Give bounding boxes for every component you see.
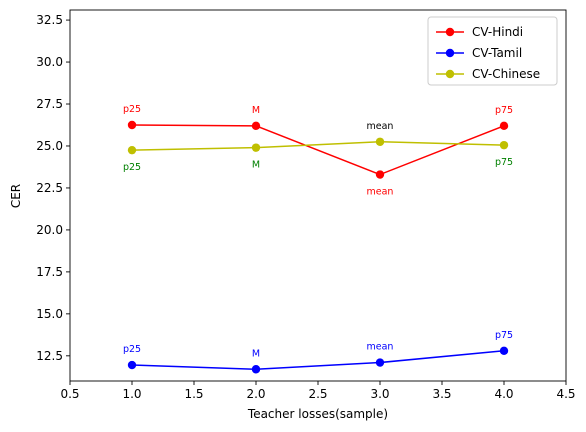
data-point-cv-chinese xyxy=(127,145,137,155)
y-tick-label: 17.5 xyxy=(36,265,63,279)
series-line-cv-hindi xyxy=(131,124,505,176)
data-point-cv-hindi xyxy=(375,170,385,179)
series-line-cv-tamil xyxy=(131,350,505,370)
legend: CV-Hindi CV-Tamil CV-Chinese xyxy=(427,16,558,86)
x-tick-label: 3.0 xyxy=(370,387,389,401)
y-tick-label: 15.0 xyxy=(36,307,63,321)
data-point-cv-chinese xyxy=(251,143,261,152)
data-label: p25 xyxy=(123,104,141,115)
legend-swatch-marker xyxy=(445,69,455,79)
y-tick-label: 32.5 xyxy=(36,13,63,27)
data-label: M xyxy=(252,105,260,116)
y-tick-label: 27.5 xyxy=(36,97,63,111)
data-label: p75 xyxy=(495,105,513,116)
data-point-cv-chinese xyxy=(499,140,509,150)
data-label: M xyxy=(252,159,260,170)
x-tick-label: 4.0 xyxy=(494,387,513,401)
data-point-cv-tamil xyxy=(499,346,509,355)
y-tick-label: 12.5 xyxy=(36,349,63,363)
series-line-cv-chinese xyxy=(131,141,505,151)
data-label: p75 xyxy=(495,157,513,168)
data-label: mean xyxy=(367,186,394,197)
x-tick-label: 1.5 xyxy=(184,387,203,401)
data-point-cv-hindi xyxy=(127,120,137,130)
data-label: M xyxy=(252,348,260,359)
x-tick-label: 3.5 xyxy=(432,387,451,401)
y-tick-label: 22.5 xyxy=(36,181,63,195)
data-point-cv-hindi xyxy=(499,121,509,131)
legend-box xyxy=(427,16,558,86)
y-axis-label: CER xyxy=(9,184,23,208)
legend-entry-label: CV-Hindi xyxy=(472,25,523,39)
y-tick-label: 25.0 xyxy=(36,139,63,153)
data-point-cv-tamil xyxy=(375,358,385,367)
legend-entry-label: CV-Chinese xyxy=(472,67,540,81)
x-axis: 0.5 1.0 1.5 2.0 2.5 3.0 3.5 4.0 4.5 xyxy=(60,381,576,401)
legend-swatch-marker xyxy=(445,27,455,37)
data-label: mean xyxy=(367,121,394,132)
x-tick-label: 2.5 xyxy=(308,387,327,401)
x-tick-label: 0.5 xyxy=(60,387,79,401)
legend-entry-label: CV-Tamil xyxy=(472,46,522,60)
data-point-cv-tamil xyxy=(251,365,261,374)
y-tick-label: 20.0 xyxy=(36,223,63,237)
data-label: p75 xyxy=(495,330,513,341)
x-tick-label: 2.0 xyxy=(246,387,265,401)
series-layer xyxy=(127,120,509,374)
x-tick-label: 4.5 xyxy=(556,387,575,401)
x-tick-label: 1.0 xyxy=(122,387,141,401)
data-label: p25 xyxy=(123,162,141,173)
data-label: p25 xyxy=(123,344,141,355)
x-axis-label: Teacher losses(sample) xyxy=(247,407,388,421)
y-tick-label: 30.0 xyxy=(36,55,63,69)
data-point-cv-tamil xyxy=(127,360,137,370)
y-axis: 12.5 15.0 17.5 20.0 22.5 25.0 27.5 30.0 32.5 xyxy=(36,13,70,363)
legend-swatch-marker xyxy=(445,48,455,58)
data-label: mean xyxy=(367,342,394,353)
data-point-cv-chinese xyxy=(375,137,385,146)
data-point-cv-hindi xyxy=(251,121,261,131)
